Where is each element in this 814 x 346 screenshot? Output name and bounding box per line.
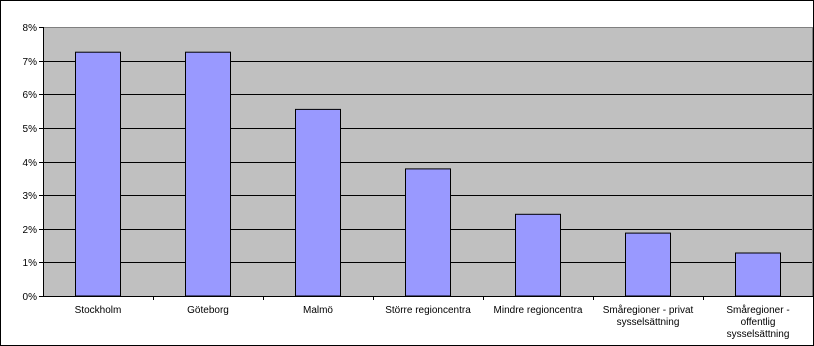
x-category-label: Större regioncentra xyxy=(385,305,471,316)
bar xyxy=(405,168,451,297)
y-axis-ticks: 0% 1% 2% 3% 4% 5% 6% 7% 8% xyxy=(23,23,43,303)
x-category-label: Småregioner - privat sysselsättning xyxy=(603,304,694,328)
x-category-label: Malmö xyxy=(303,305,333,316)
bar xyxy=(625,232,671,297)
y-tick-label: 0% xyxy=(23,292,38,303)
bar xyxy=(735,252,781,297)
y-tick-label: 6% xyxy=(23,90,38,101)
x-axis-labels: Stockholm Göteborg Malmö Större regioncentr… xyxy=(75,296,790,340)
y-tick-label: 2% xyxy=(23,225,38,236)
x-category-label: Göteborg xyxy=(187,305,229,316)
axes xyxy=(43,27,813,297)
x-category-label: Mindre regioncentra xyxy=(494,305,583,316)
y-tick-label: 8% xyxy=(23,23,38,34)
y-tick-label: 3% xyxy=(23,191,38,202)
y-tick-label: 4% xyxy=(23,158,38,169)
bar xyxy=(75,51,121,297)
x-category-label: Stockholm xyxy=(75,305,122,316)
y-tick-label: 1% xyxy=(23,258,38,269)
bar xyxy=(515,213,561,297)
x-category-label: Småregioner -offentlig sysselsättning xyxy=(726,304,789,340)
y-tick-label: 5% xyxy=(23,124,38,135)
y-tick-label: 7% xyxy=(23,57,38,68)
bars xyxy=(75,51,781,297)
bar xyxy=(295,108,341,297)
bar xyxy=(185,51,231,297)
